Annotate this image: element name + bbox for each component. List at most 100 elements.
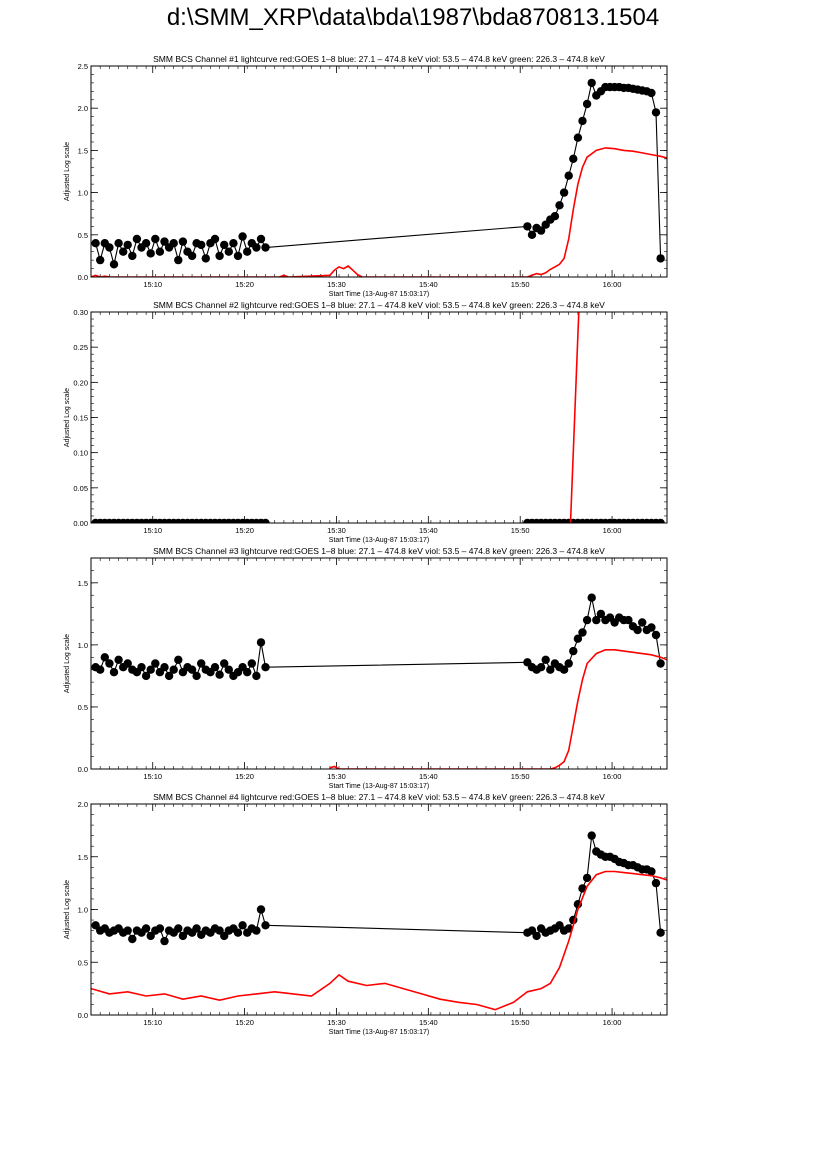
data-point xyxy=(651,630,661,640)
data-point xyxy=(656,659,665,668)
data-point xyxy=(109,260,119,269)
data-point xyxy=(155,247,165,256)
y-tick-label: 0.0 xyxy=(78,1011,88,1020)
y-tick-label: 0.10 xyxy=(73,449,88,458)
data-point xyxy=(569,154,578,163)
data-point xyxy=(109,668,119,677)
data-point xyxy=(146,249,155,258)
data-point xyxy=(596,609,606,619)
x-tick-label: 16:00 xyxy=(603,772,622,781)
goes-curve xyxy=(329,648,667,769)
data-point xyxy=(96,255,105,265)
chart-title: SMM BCS Channel #1 lightcurve red:GOES 1… xyxy=(153,54,605,64)
x-tick-label: 15:40 xyxy=(419,772,438,781)
x-tick-label: 15:50 xyxy=(511,1018,530,1027)
data-point xyxy=(96,665,105,674)
data-point xyxy=(527,230,537,239)
y-axis-label: Adjusted Log scale xyxy=(64,880,71,939)
data-point xyxy=(141,671,151,681)
data-point xyxy=(573,634,583,643)
data-point xyxy=(592,615,601,625)
data-point xyxy=(651,878,661,888)
data-point xyxy=(160,936,169,946)
data-point xyxy=(243,247,252,256)
data-point xyxy=(105,243,114,252)
data-point xyxy=(656,518,665,523)
x-axis-label: Start Time (13-Aug-87 15:03:17) xyxy=(329,291,429,298)
y-tick-label: 1.5 xyxy=(78,853,88,862)
data-point xyxy=(192,671,201,681)
x-tick-label: 15:20 xyxy=(235,1018,254,1027)
y-tick-label: 0.30 xyxy=(73,308,88,317)
y-tick-label: 0.25 xyxy=(73,343,88,352)
data-point xyxy=(582,99,592,109)
data-point xyxy=(132,234,142,244)
data-point xyxy=(559,188,569,197)
data-point xyxy=(261,243,270,252)
y-tick-label: 2.0 xyxy=(78,104,88,113)
data-point xyxy=(137,663,146,672)
x-tick-label: 15:30 xyxy=(327,772,346,781)
data-point xyxy=(578,116,587,126)
plot-frame xyxy=(90,557,668,770)
data-point xyxy=(651,108,661,117)
data-point xyxy=(151,659,160,668)
data-point xyxy=(261,518,270,523)
data-point xyxy=(91,239,100,248)
x-tick-label: 15:20 xyxy=(235,526,254,535)
data-point xyxy=(587,78,596,88)
x-tick-label: 15:30 xyxy=(327,280,346,289)
data-point xyxy=(187,665,197,674)
y-tick-label: 0.00 xyxy=(73,519,88,528)
data-point xyxy=(550,212,560,221)
data-point xyxy=(564,171,573,180)
data-point xyxy=(564,659,573,668)
data-point xyxy=(532,931,541,941)
data-point xyxy=(624,615,633,625)
plot-frame xyxy=(90,65,668,278)
goes-curve xyxy=(91,870,667,1011)
data-point xyxy=(178,237,188,246)
x-tick-label: 15:50 xyxy=(511,280,530,289)
data-point xyxy=(123,240,132,250)
data-point xyxy=(160,237,169,246)
data-point xyxy=(546,665,555,674)
data-point xyxy=(169,239,178,248)
y-tick-label: 0.15 xyxy=(73,414,88,423)
data-point xyxy=(100,653,110,662)
data-point xyxy=(243,668,252,677)
data-point xyxy=(141,924,151,933)
data-point xyxy=(252,243,261,252)
data-point xyxy=(256,234,266,244)
plot-area xyxy=(91,312,665,523)
chart-panel-4: SMM BCS Channel #4 lightcurve red:GOES 1… xyxy=(64,792,668,1036)
data-point xyxy=(141,239,151,248)
y-tick-label: 0.05 xyxy=(73,484,88,493)
data-point xyxy=(174,655,183,664)
data-point xyxy=(220,659,229,668)
data-point xyxy=(114,239,123,248)
data-point xyxy=(541,655,550,664)
data-point xyxy=(151,234,160,244)
counts-line xyxy=(95,80,662,265)
x-tick-label: 15:40 xyxy=(419,1018,438,1027)
data-point xyxy=(128,251,137,261)
data-point xyxy=(587,593,596,602)
plot-area xyxy=(91,831,667,1011)
x-tick-label: 15:10 xyxy=(143,772,162,781)
data-point xyxy=(197,659,206,668)
data-point xyxy=(536,226,546,235)
data-point xyxy=(224,247,233,256)
data-point xyxy=(192,924,201,933)
x-tick-label: 15:50 xyxy=(511,526,530,535)
x-tick-label: 15:10 xyxy=(143,526,162,535)
data-point xyxy=(656,928,665,937)
data-point xyxy=(647,623,656,632)
data-point xyxy=(536,663,546,672)
data-point xyxy=(247,659,256,668)
data-point xyxy=(128,934,137,944)
data-point xyxy=(210,234,220,244)
y-tick-label: 1.5 xyxy=(78,579,88,588)
data-point xyxy=(155,924,165,933)
x-tick-label: 16:00 xyxy=(603,526,622,535)
